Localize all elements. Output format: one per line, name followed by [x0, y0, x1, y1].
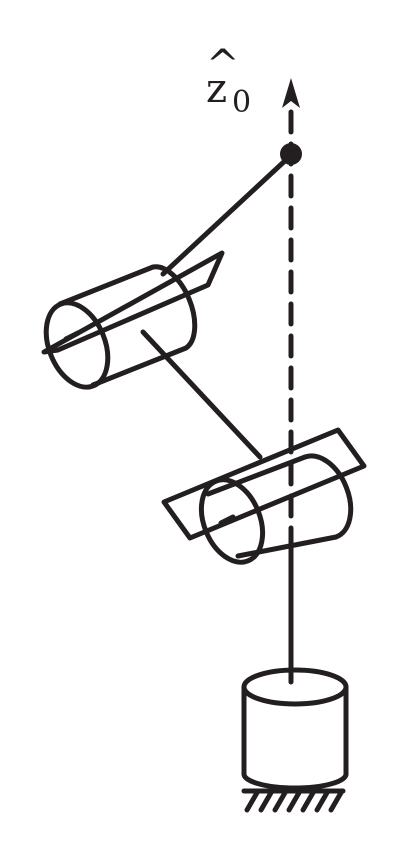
ground-hatching — [241, 788, 346, 813]
link-upper-to-lower-joint — [140, 329, 263, 460]
ground-hatch — [258, 788, 275, 813]
axis-label-z0: ^ z 0 — [206, 42, 251, 120]
ground-hatch — [300, 788, 317, 813]
base-cylinder — [241, 667, 349, 791]
link-end-effector-to-upper-joint — [160, 155, 291, 277]
ground-hatch — [314, 788, 331, 813]
ground-hatch — [244, 788, 261, 813]
ground-hatch — [286, 788, 303, 813]
upper-joint-cylinder-end — [43, 300, 111, 390]
axis-label-subscript: 0 — [232, 85, 251, 120]
upper-joint-axis-stub — [63, 330, 81, 342]
lower-joint-plate — [161, 427, 367, 541]
upper-joint-plate — [41, 250, 225, 355]
lower-joint-axis-stub — [218, 514, 236, 526]
axis-label-main: z — [206, 66, 227, 112]
lower-joint-cylinder-end — [198, 477, 266, 565]
z-axis-arrowhead — [282, 78, 300, 108]
base-cylinder-bottom — [241, 771, 349, 791]
base-cylinder-top — [241, 667, 349, 707]
lower-revolute-joint — [161, 427, 367, 565]
upper-joint-cylinder-body — [57, 264, 198, 388]
upper-revolute-joint — [41, 250, 225, 390]
ground-hatch — [328, 788, 345, 813]
ground-hatch — [272, 788, 289, 813]
axis-label-hat: ^ — [206, 42, 240, 88]
lower-joint-cylinder-body — [205, 453, 354, 559]
